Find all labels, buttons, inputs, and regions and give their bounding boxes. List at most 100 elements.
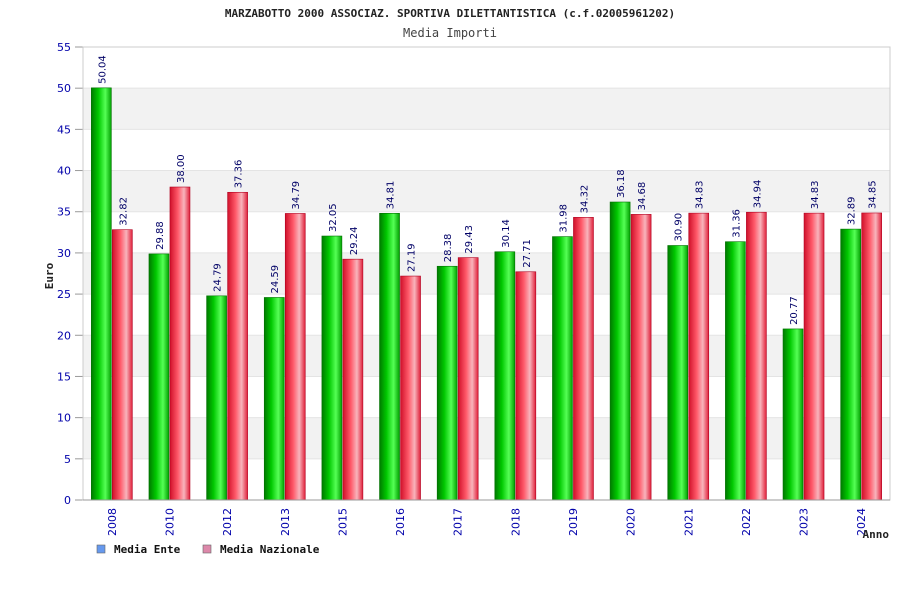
x-tick-label: 2016 xyxy=(394,508,407,536)
chart-title: MARZABOTTO 2000 ASSOCIAZ. SPORTIVA DILET… xyxy=(225,7,675,20)
y-tick-label: 20 xyxy=(57,329,71,342)
bar-media-nazionale xyxy=(457,257,479,501)
x-tick-label: 2021 xyxy=(682,508,695,536)
x-tick-label: 2008 xyxy=(106,508,119,536)
y-tick-label: 0 xyxy=(64,494,71,507)
bar-value-label: 30.90 xyxy=(674,213,685,242)
bar-value-label: 32.89 xyxy=(847,196,858,225)
bar-media-nazionale xyxy=(342,258,364,501)
x-tick-label: 2019 xyxy=(567,508,580,536)
bar-value-label: 32.82 xyxy=(118,197,129,226)
grid-band xyxy=(83,335,890,377)
bar-value-label: 37.36 xyxy=(234,160,245,189)
y-tick-label: 10 xyxy=(57,412,71,425)
grid-bands xyxy=(83,88,890,459)
x-tick-label: 2010 xyxy=(163,508,176,536)
bar-media-nazionale xyxy=(630,214,652,501)
x-tick-label: 2012 xyxy=(221,508,234,536)
bar-value-label: 27.71 xyxy=(522,239,533,268)
x-tick-label: 2013 xyxy=(279,508,292,536)
bar-value-label: 28.38 xyxy=(443,234,454,263)
bar-media-ente xyxy=(91,87,112,501)
grid-band xyxy=(83,417,890,459)
grid-band xyxy=(83,170,890,212)
bar-value-label: 38.00 xyxy=(176,154,187,183)
y-tick-label: 40 xyxy=(57,165,71,178)
chart-subtitle: Media Importi xyxy=(403,26,497,40)
bar-value-label: 20.77 xyxy=(789,296,800,325)
bar-value-label: 34.83 xyxy=(695,180,706,209)
legend-label: Media Ente xyxy=(114,543,181,556)
y-tick-label: 25 xyxy=(57,288,71,301)
y-tick-label: 15 xyxy=(57,370,71,383)
bar-media-ente xyxy=(782,328,804,501)
bar-media-ente xyxy=(263,297,285,501)
y-axis-label: Euro xyxy=(43,262,56,289)
x-tick-label: 2024 xyxy=(855,508,868,536)
bar-media-nazionale xyxy=(284,213,306,501)
legend-swatch xyxy=(202,544,212,554)
legend-label: Media Nazionale xyxy=(220,543,320,556)
bar-value-label: 34.83 xyxy=(810,180,821,209)
y-tick-label: 5 xyxy=(64,453,71,466)
legend-swatch xyxy=(96,544,106,554)
bar-value-label: 27.19 xyxy=(407,243,418,272)
x-axis-ticks: 2008 2010 2012 2013 2015 2016 2017 2018 2019 2020… xyxy=(106,508,868,536)
bar-value-label: 31.36 xyxy=(731,209,742,238)
bar-media-ente xyxy=(609,201,631,501)
y-tick-label: 45 xyxy=(57,123,71,136)
y-tick-label: 55 xyxy=(57,41,71,54)
x-tick-label: 2015 xyxy=(336,508,349,536)
bar-media-ente xyxy=(725,241,746,501)
grid-band xyxy=(83,252,890,295)
x-axis-label: Anno xyxy=(863,528,890,541)
grid-band xyxy=(83,88,890,130)
bar-value-label: 34.79 xyxy=(291,181,302,210)
bar-media-nazionale xyxy=(227,191,248,501)
bar-value-label: 29.24 xyxy=(349,227,360,256)
bar-value-label: 24.79 xyxy=(213,263,224,292)
y-tick-label: 35 xyxy=(57,206,71,219)
x-tick-label: 2017 xyxy=(452,508,465,536)
bar-media-ente xyxy=(148,253,170,501)
bar-value-label: 32.05 xyxy=(328,203,339,232)
legend: Media Ente Media Nazionale xyxy=(96,543,320,556)
bar-value-label: 31.98 xyxy=(558,204,569,233)
bar-media-nazionale xyxy=(400,275,421,501)
bar-media-ente xyxy=(321,235,343,501)
bar-value-label: 34.32 xyxy=(579,185,590,214)
bar-media-ente xyxy=(206,295,227,501)
bar-media-nazionale xyxy=(573,217,594,501)
bar-value-label: 24.59 xyxy=(270,265,281,294)
value-labels-group: 50.04 32.82 29.88 38.00 24.79 37.36 24.59 34.79… xyxy=(97,55,878,325)
x-tick-label: 2018 xyxy=(509,508,522,536)
x-tick-label: 2023 xyxy=(798,508,811,536)
bar-media-ente xyxy=(840,228,861,501)
bar-value-label: 29.43 xyxy=(464,225,475,254)
bar-media-nazionale xyxy=(169,186,191,501)
bar-value-label: 34.94 xyxy=(752,180,763,209)
x-tick-label: 2020 xyxy=(625,508,638,536)
bar-media-ente xyxy=(552,236,573,501)
bar-value-label: 34.85 xyxy=(868,180,879,209)
y-axis-ticks: 0 5 10 15 20 25 30 35 40 45 50 55 xyxy=(57,41,83,507)
bar-media-nazionale xyxy=(515,271,537,501)
bar-media-ente xyxy=(494,251,516,501)
bar-value-label: 34.81 xyxy=(386,181,397,210)
bar-media-ente xyxy=(379,212,400,501)
bar-value-label: 30.14 xyxy=(501,219,512,248)
bar-media-ente xyxy=(436,265,458,501)
bars-group xyxy=(91,87,882,501)
bar-media-nazionale xyxy=(803,212,825,501)
bar-media-nazionale xyxy=(112,229,133,501)
x-tick-label: 2022 xyxy=(740,508,753,536)
bar-media-nazionale xyxy=(746,211,767,501)
bar-media-nazionale xyxy=(688,212,710,501)
y-tick-label: 50 xyxy=(57,82,71,95)
bar-value-label: 34.68 xyxy=(637,182,648,211)
bar-media-ente xyxy=(667,245,689,501)
bar-value-label: 29.88 xyxy=(155,221,166,250)
bar-value-label: 36.18 xyxy=(616,169,627,198)
